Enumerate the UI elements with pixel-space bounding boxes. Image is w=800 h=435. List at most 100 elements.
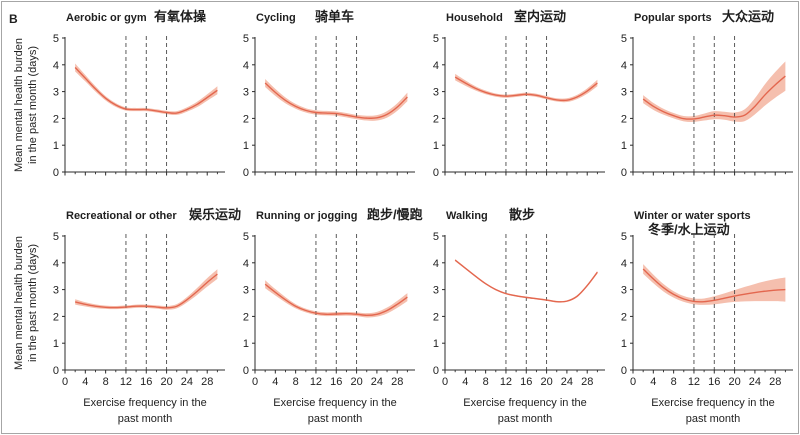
x-tick-label: 20 bbox=[728, 376, 740, 388]
x-tick-label: 16 bbox=[520, 376, 532, 388]
y-tick-label: 4 bbox=[621, 60, 627, 72]
y-tick-label: 5 bbox=[433, 33, 439, 45]
x-axis-title-panel-5: Exercise frequency in the bbox=[83, 397, 207, 409]
y-tick-label: 4 bbox=[243, 258, 249, 270]
y-tick-label: 3 bbox=[621, 285, 627, 297]
y-tick-label: 5 bbox=[621, 33, 627, 45]
x-tick-label: 0 bbox=[442, 376, 448, 388]
panel-title-cn: 跑步/慢跑 bbox=[367, 207, 423, 222]
x-tick-label: 16 bbox=[330, 376, 342, 388]
x-tick-label: 20 bbox=[350, 376, 362, 388]
x-tick-label: 0 bbox=[252, 376, 258, 388]
y-tick-label: 4 bbox=[53, 258, 59, 270]
panel-title: Recreational or other bbox=[66, 210, 177, 222]
chart-panel-2: Cycling 骑单车 0 1 2 3 4 5 bbox=[243, 9, 415, 179]
panel-title-cn: 室内运动 bbox=[514, 9, 566, 24]
y-tick-label: 1 bbox=[433, 338, 439, 350]
y-tick-label: 4 bbox=[433, 258, 439, 270]
y-tick-label: 2 bbox=[243, 311, 249, 323]
confidence-band bbox=[455, 73, 598, 103]
panel-title-cn: 冬季/水上运动 bbox=[648, 222, 730, 237]
x-tick-label: 16 bbox=[140, 376, 152, 388]
y-tick-label: 3 bbox=[53, 87, 59, 99]
y-tick-label: 1 bbox=[621, 338, 627, 350]
y-tick-label: 0 bbox=[433, 167, 439, 179]
x-tick-label: 24 bbox=[371, 376, 383, 388]
confidence-band bbox=[643, 264, 786, 305]
x-tick-label: 28 bbox=[391, 376, 403, 388]
trend-line bbox=[642, 268, 786, 303]
y-tick-label: 5 bbox=[53, 231, 59, 243]
y-tick-label: 4 bbox=[433, 60, 439, 72]
x-tick-label: 8 bbox=[671, 376, 677, 388]
y-tick-label: 3 bbox=[621, 87, 627, 99]
trend-line bbox=[454, 259, 598, 303]
x-tick-label: 12 bbox=[500, 376, 512, 388]
x-tick-label: 4 bbox=[462, 376, 468, 388]
y-axis-title-row-2: in the past month (days) bbox=[27, 244, 39, 362]
panel-title-cn: 骑单车 bbox=[315, 9, 354, 24]
panel-title-cn: 大众运动 bbox=[722, 9, 774, 24]
x-axis-title-panel-8: past month bbox=[686, 413, 740, 425]
y-tick-label: 0 bbox=[243, 365, 249, 377]
y-axis-title-row-2: Mean mental health burden bbox=[13, 236, 25, 370]
x-tick-label: 16 bbox=[708, 376, 720, 388]
y-tick-label: 5 bbox=[243, 231, 249, 243]
y-tick-label: 5 bbox=[433, 231, 439, 243]
trend-line bbox=[642, 75, 786, 120]
y-tick-label: 1 bbox=[53, 140, 59, 152]
panel-title: Cycling bbox=[256, 12, 296, 24]
y-tick-label: 0 bbox=[53, 167, 59, 179]
x-tick-label: 12 bbox=[688, 376, 700, 388]
x-tick-label: 4 bbox=[82, 376, 88, 388]
y-tick-label: 3 bbox=[243, 285, 249, 297]
y-tick-label: 2 bbox=[433, 311, 439, 323]
panel-title: Household bbox=[446, 12, 503, 24]
panel-title-cn: 有氧体操 bbox=[154, 9, 206, 24]
chart-panel-1: Aerobic or gym 有氧体操 0 1 2 3 4 5 bbox=[53, 9, 225, 179]
y-tick-label: 0 bbox=[621, 365, 627, 377]
y-tick-label: 2 bbox=[621, 113, 627, 125]
chart-panel-3: Household 室内运动 0 1 2 3 4 5 bbox=[433, 9, 605, 179]
x-tick-label: 0 bbox=[630, 376, 636, 388]
x-axis-title-panel-7: Exercise frequency in the bbox=[463, 397, 587, 409]
x-tick-label: 4 bbox=[650, 376, 656, 388]
confidence-band bbox=[265, 79, 408, 121]
y-tick-label: 1 bbox=[53, 338, 59, 350]
y-tick-label: 3 bbox=[433, 285, 439, 297]
y-tick-label: 4 bbox=[243, 60, 249, 72]
y-axis-title-row-1: in the past month (days) bbox=[27, 46, 39, 164]
y-tick-label: 2 bbox=[53, 311, 59, 323]
x-tick-label: 8 bbox=[103, 376, 109, 388]
y-tick-label: 2 bbox=[433, 113, 439, 125]
y-tick-label: 5 bbox=[621, 231, 627, 243]
x-axis-title-panel-6: Exercise frequency in the bbox=[273, 397, 397, 409]
panel-title: Running or jogging bbox=[256, 210, 357, 222]
x-tick-label: 20 bbox=[160, 376, 172, 388]
x-tick-label: 24 bbox=[561, 376, 573, 388]
x-tick-label: 12 bbox=[310, 376, 322, 388]
y-tick-label: 0 bbox=[243, 167, 249, 179]
trend-line bbox=[264, 283, 408, 317]
y-tick-label: 1 bbox=[243, 338, 249, 350]
x-axis-title-panel-5: past month bbox=[118, 413, 172, 425]
trend-line bbox=[74, 273, 218, 309]
y-tick-label: 2 bbox=[53, 113, 59, 125]
y-tick-label: 5 bbox=[53, 33, 59, 45]
x-tick-label: 0 bbox=[62, 376, 68, 388]
y-tick-label: 0 bbox=[53, 365, 59, 377]
y-tick-label: 2 bbox=[621, 311, 627, 323]
y-tick-label: 0 bbox=[621, 167, 627, 179]
y-tick-label: 1 bbox=[621, 140, 627, 152]
y-tick-label: 3 bbox=[53, 285, 59, 297]
x-tick-label: 12 bbox=[120, 376, 132, 388]
x-tick-label: 8 bbox=[483, 376, 489, 388]
y-tick-label: 0 bbox=[433, 365, 439, 377]
x-tick-label: 8 bbox=[293, 376, 299, 388]
